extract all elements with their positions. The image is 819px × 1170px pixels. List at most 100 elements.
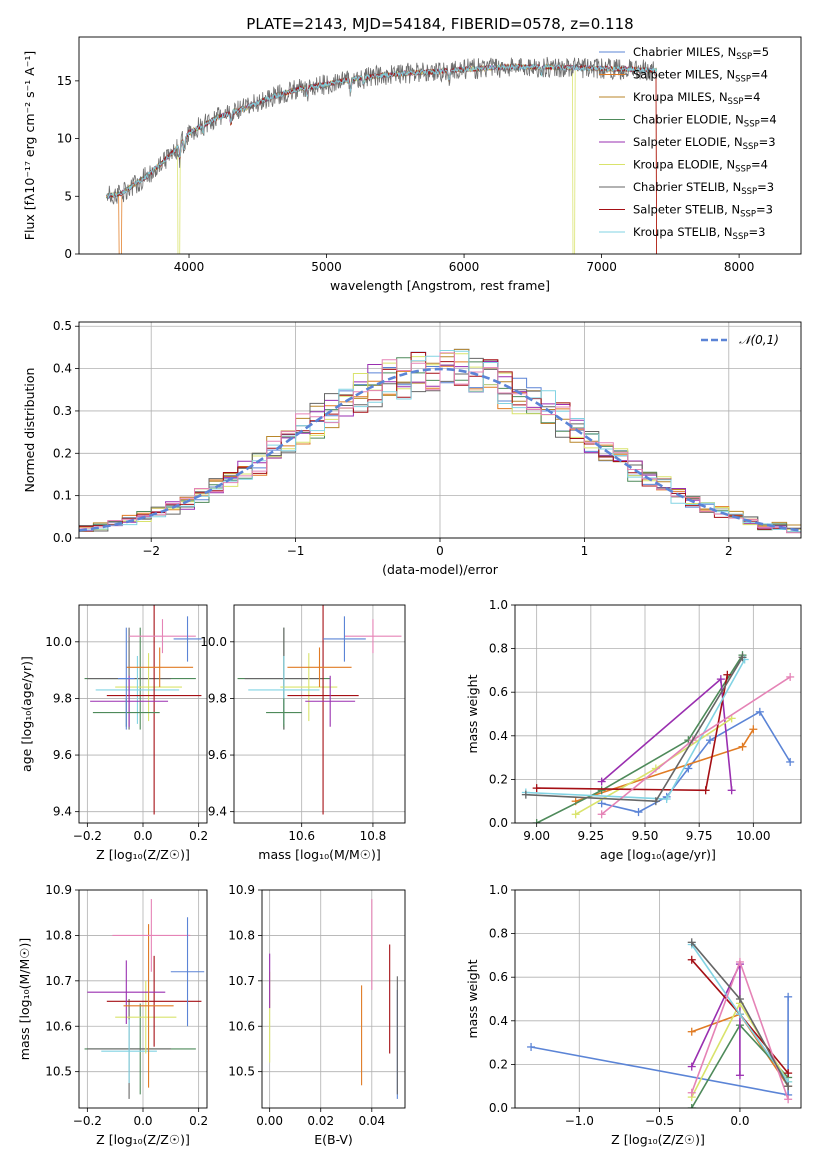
legend-label: Kroupa ELODIE, NSSP=4	[633, 158, 768, 175]
x-axis-label: mass [log₁₀(M/M☉)]	[258, 847, 380, 862]
y-tick-label: 10.8	[228, 928, 255, 942]
x-axis-label: wavelength [Angstrom, rest frame]	[330, 278, 550, 293]
x-tick-label: 0.0	[133, 1114, 152, 1128]
panel-7	[515, 889, 801, 1109]
y-tick-label: 0.4	[489, 729, 508, 743]
panel-1-frame: −2 −1 0 1 2 0.0 0.1 0.2 0.3 0.4 0.5 (data-model)/er…	[22, 319, 802, 577]
legend-label: Kroupa MILES, NSSP=4	[633, 90, 760, 107]
x-tick-label: −1	[287, 544, 305, 558]
axes-frame	[514, 604, 802, 824]
y-tick-label: 0.6	[489, 970, 508, 984]
y-tick-label: 0.0	[489, 1101, 508, 1115]
axes-frame	[233, 604, 406, 824]
panel-3	[234, 605, 405, 823]
y-tick-label: 0.1	[53, 489, 72, 503]
y-tick-label: 0	[64, 247, 72, 261]
y-tick-label: 10.6	[228, 1019, 255, 1033]
panel-4-frame: 9.00 9.25 9.50 9.75 10.00 0.0 0.2 0.4 0.6 0.8 1.0 a…	[465, 598, 802, 862]
x-tick-label: −2	[142, 544, 160, 558]
y-tick-label: 10.7	[45, 974, 72, 988]
plot-area	[237, 605, 402, 815]
x-tick-label: 9.75	[686, 829, 713, 843]
legend-label: Chabrier ELODIE, NSSP=4	[633, 113, 777, 130]
y-tick-label: 0.5	[53, 319, 72, 333]
axes-frame	[261, 889, 406, 1109]
panel-3-frame: 10.6 10.8 9.4 9.6 9.8 10.0 mass [log₁₀(M/M☉)]	[200, 604, 406, 862]
plot-area	[521, 651, 795, 823]
x-tick-label: 10.6	[288, 829, 315, 843]
x-tick-label: 0.02	[307, 1114, 334, 1128]
x-axis-label: (data-model)/error	[382, 562, 499, 577]
y-tick-label: 10.5	[45, 1065, 72, 1079]
x-tick-label: 0.00	[256, 1114, 283, 1128]
y-axis-label: Flux [fλ10⁻¹⁷ erg cm⁻² s⁻¹ A⁻¹]	[22, 51, 37, 240]
y-tick-label: 0.0	[53, 531, 72, 545]
panel-0-frame: 4000 5000 6000 7000 8000 0 5 10 15 wavelength [An…	[22, 36, 802, 293]
legend-label: Chabrier STELIB, NSSP=3	[633, 180, 774, 197]
histogram-step	[79, 352, 801, 534]
x-tick-label: 10.8	[360, 829, 387, 843]
y-axis-label: mass weight	[465, 959, 480, 1038]
y-tick-label: 1.0	[489, 883, 508, 897]
panel-5-frame: −0.2 0.0 0.2 10.5 10.6 10.7 10.8 10.9 Z [log₁₀(Z…	[17, 883, 208, 1147]
x-tick-label: −0.2	[73, 1114, 102, 1128]
y-axis-label: mass weight	[465, 674, 480, 753]
plot-area	[84, 899, 205, 1099]
x-tick-label: 2	[725, 544, 733, 558]
plot-area	[527, 938, 793, 1108]
y-axis-label: age [log₁₀(age/yr)]	[19, 656, 34, 772]
x-axis-label: Z [log₁₀(Z/Z☉)]	[611, 1132, 705, 1147]
y-tick-label: 1.0	[489, 598, 508, 612]
panel-2	[79, 605, 207, 823]
panel-2-frame: −0.2 0.0 0.2 9.4 9.6 9.8 10.0 Z [log₁₀(Z/Z☉)] ag…	[19, 604, 208, 862]
y-tick-label: 10.6	[45, 1019, 72, 1033]
y-axis-label: Normed distribution	[22, 368, 37, 493]
x-axis-label: age [log₁₀(age/yr)]	[600, 847, 716, 862]
normal-curve	[79, 367, 801, 532]
legend-label: Salpeter MILES, NSSP=4	[633, 68, 768, 85]
x-tick-label: 0.0	[133, 829, 152, 843]
y-tick-label: 9.6	[208, 748, 227, 762]
panel-0	[106, 56, 657, 254]
panel-6-frame: 0.00 0.02 0.04 10.5 10.6 10.7 10.8 10.9 E(B-V)	[228, 883, 406, 1147]
panel-1	[79, 322, 801, 539]
y-tick-label: 10.7	[228, 974, 255, 988]
x-tick-label: 6000	[449, 260, 480, 274]
y-tick-label: 10.8	[45, 928, 72, 942]
y-tick-label: 0.3	[53, 404, 72, 418]
y-axis-label: mass [log₁₀(M/M☉)]	[17, 938, 32, 1060]
x-tick-label: 5000	[311, 260, 342, 274]
y-tick-label: 0.0	[489, 816, 508, 830]
legend-label: Kroupa STELIB, NSSP=3	[633, 225, 765, 242]
x-tick-label: 0.04	[358, 1114, 385, 1128]
y-tick-label: 9.4	[208, 805, 227, 819]
x-tick-label: 9.00	[523, 829, 550, 843]
x-tick-label: 9.25	[577, 829, 604, 843]
x-tick-label: −0.2	[73, 829, 102, 843]
y-tick-label: 10.9	[228, 883, 255, 897]
y-tick-label: 15	[57, 74, 72, 88]
legend-label: Salpeter STELIB, NSSP=3	[633, 203, 773, 220]
y-tick-label: 9.8	[208, 691, 227, 705]
x-tick-label: −1.0	[565, 1114, 594, 1128]
x-axis-label: Z [log₁₀(Z/Z☉)]	[96, 847, 190, 862]
y-tick-label: 9.8	[53, 691, 72, 705]
y-tick-label: 5	[64, 189, 72, 203]
y-tick-label: 0.4	[53, 362, 72, 376]
x-tick-label: 9.50	[632, 829, 659, 843]
legend-label: 𝒩(0,1)	[739, 333, 779, 347]
x-tick-label: 0.2	[189, 1114, 208, 1128]
x-tick-label: 4000	[174, 260, 205, 274]
axes-frame	[514, 889, 802, 1109]
plot-area	[79, 348, 801, 534]
x-tick-label: 0.2	[189, 829, 208, 843]
y-tick-label: 9.4	[53, 805, 72, 819]
x-tick-label: 8000	[724, 260, 755, 274]
x-tick-label: 1	[581, 544, 589, 558]
x-axis-label: Z [log₁₀(Z/Z☉)]	[96, 1132, 190, 1147]
legend-label: Chabrier MILES, NSSP=5	[633, 45, 769, 62]
y-tick-label: 10.5	[228, 1065, 255, 1079]
plot-area	[269, 899, 398, 1099]
